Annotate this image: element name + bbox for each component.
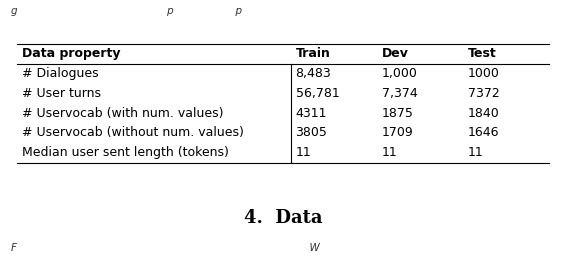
Text: 11: 11 [381, 146, 397, 159]
Text: 4.  Data: 4. Data [244, 209, 322, 227]
Text: Data property: Data property [22, 47, 120, 60]
Text: 3805: 3805 [295, 126, 327, 139]
Text: 11: 11 [295, 146, 311, 159]
Text: # User turns: # User turns [22, 87, 101, 100]
Text: 1000: 1000 [468, 67, 500, 80]
Text: 56,781: 56,781 [295, 87, 339, 100]
Text: 7372: 7372 [468, 87, 500, 100]
Text: 11: 11 [468, 146, 483, 159]
Text: 1709: 1709 [381, 126, 413, 139]
Text: 1875: 1875 [381, 107, 414, 120]
Text: 1840: 1840 [468, 107, 500, 120]
Text: Train: Train [295, 47, 331, 60]
Text: 7,374: 7,374 [381, 87, 418, 100]
Text: # Uservocab (with num. values): # Uservocab (with num. values) [22, 107, 223, 120]
Text: 4311: 4311 [295, 107, 327, 120]
Text: 1,000: 1,000 [381, 67, 418, 80]
Text: Dev: Dev [381, 47, 409, 60]
Text: 1646: 1646 [468, 126, 499, 139]
Text: Test: Test [468, 47, 496, 60]
Text: 8,483: 8,483 [295, 67, 331, 80]
Text: # Uservocab (without num. values): # Uservocab (without num. values) [22, 126, 243, 139]
Text: Median user sent length (tokens): Median user sent length (tokens) [22, 146, 229, 159]
Text: # Dialogues: # Dialogues [22, 67, 98, 80]
Text: g                                              p                   p: g p p [11, 6, 242, 17]
Text: F                                                                               : F [11, 243, 320, 253]
